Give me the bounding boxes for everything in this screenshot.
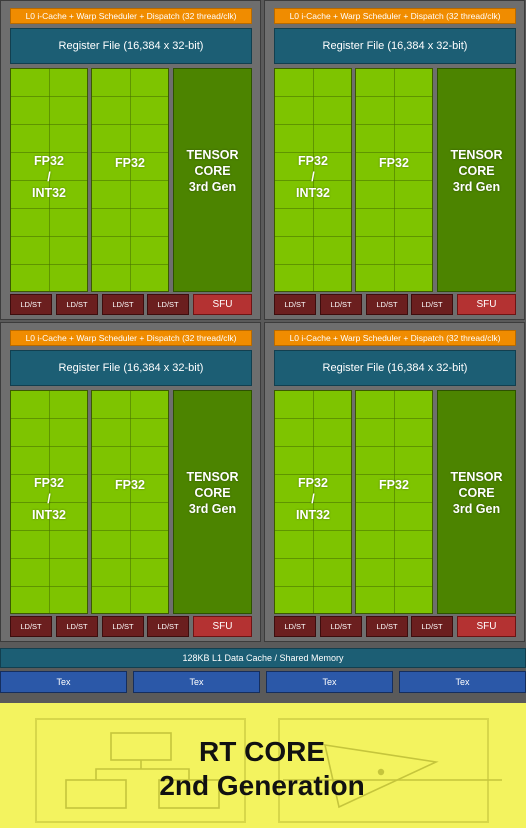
gen-label: 3rd Gen (452, 180, 501, 194)
l1-data-cache-shared-memory: 128KB L1 Data Cache / Shared Memory (0, 648, 526, 668)
ldst-unit: LD/ST (102, 294, 144, 315)
ldst-unit: LD/ST (102, 616, 144, 637)
core-label: CORE (194, 486, 231, 500)
gen-label: 3rd Gen (188, 502, 237, 516)
ldst-unit: LD/ST (366, 294, 408, 315)
fp32-block: FP32 (91, 390, 169, 614)
fp32-int32-label-slash: / (311, 492, 315, 506)
rt-core-title: RT CORE (199, 736, 325, 767)
fp32-int32-label-int32: INT32 (295, 508, 331, 522)
fp32-block: FP32 (355, 390, 433, 614)
core-label: CORE (194, 164, 231, 178)
ldst-unit: LD/ST (10, 294, 52, 315)
ldst-unit: LD/ST (274, 616, 316, 637)
fp32-label: FP32 (379, 478, 409, 492)
ldst-unit: LD/ST (320, 616, 362, 637)
fp32-int32-label-slash: / (47, 492, 51, 506)
tex-unit-0: Tex (0, 671, 127, 693)
fp32-int32-label-int32: INT32 (295, 186, 331, 200)
fp32-int32-label-int32: INT32 (31, 186, 67, 200)
register-file: Register File (16,384 x 32-bit) (10, 350, 252, 386)
fp32-int32-label-slash: / (311, 170, 315, 184)
l0-icache-warp-scheduler: L0 i-Cache + Warp Scheduler + Dispatch (… (274, 330, 516, 346)
triangle-shape (323, 744, 439, 809)
ldst-unit: LD/ST (411, 294, 453, 315)
fp32-block: FP32 (355, 68, 433, 292)
fp32-int32-label-fp32: FP32 (34, 476, 64, 490)
tensor-label: TENSOR (450, 148, 503, 162)
tensor-label: TENSOR (186, 148, 239, 162)
gen-label: 3rd Gen (188, 180, 237, 194)
ldst-unit: LD/ST (10, 616, 52, 637)
fp32-int32-block: FP32 / INT32 (10, 68, 88, 292)
ldst-unit: LD/ST (147, 294, 189, 315)
sm-partition-3: L0 i-Cache + Warp Scheduler + Dispatch (… (264, 322, 525, 642)
register-file: Register File (16,384 x 32-bit) (10, 28, 252, 64)
tensor-core-block: TENSOR CORE 3rd Gen (437, 68, 516, 292)
register-file: Register File (16,384 x 32-bit) (274, 28, 516, 64)
ldst-unit: LD/ST (366, 616, 408, 637)
fp32-label: FP32 (115, 156, 145, 170)
sfu-unit: SFU (457, 294, 516, 315)
core-label: CORE (458, 164, 495, 178)
fp32-int32-label-int32: INT32 (31, 508, 67, 522)
register-file: Register File (16,384 x 32-bit) (274, 350, 516, 386)
tex-unit-1: Tex (133, 671, 260, 693)
fp32-int32-block: FP32 / INT32 (274, 68, 352, 292)
fp32-int32-label-slash: / (47, 170, 51, 184)
fp32-label: FP32 (115, 478, 145, 492)
ldst-unit: LD/ST (56, 616, 98, 637)
fp32-int32-label-fp32: FP32 (298, 476, 328, 490)
rt-core-decoration (35, 718, 502, 823)
tensor-label: TENSOR (186, 470, 239, 484)
rt-core-generation: 2nd Generation (159, 770, 365, 801)
sfu-unit: SFU (457, 616, 516, 637)
ldst-unit: LD/ST (320, 294, 362, 315)
tensor-core-block: TENSOR CORE 3rd Gen (173, 68, 252, 292)
ldst-unit: LD/ST (147, 616, 189, 637)
tensor-core-block: TENSOR CORE 3rd Gen (437, 390, 516, 614)
tex-unit-3: Tex (399, 671, 526, 693)
fp32-int32-block: FP32 / INT32 (10, 390, 88, 614)
l0-icache-warp-scheduler: L0 i-Cache + Warp Scheduler + Dispatch (… (10, 330, 252, 346)
gen-label: 3rd Gen (452, 502, 501, 516)
core-label: CORE (458, 486, 495, 500)
sm-partition-1: L0 i-Cache + Warp Scheduler + Dispatch (… (264, 0, 525, 320)
fp32-block: FP32 (91, 68, 169, 292)
rt-core-block: RT CORE 2nd Generation (0, 703, 526, 828)
fp32-int32-label-fp32: FP32 (298, 154, 328, 168)
fp32-int32-label-fp32: FP32 (34, 154, 64, 168)
fp32-label: FP32 (379, 156, 409, 170)
sfu-unit: SFU (193, 294, 252, 315)
sm-partition-0: L0 i-Cache + Warp Scheduler + Dispatch (… (0, 0, 261, 320)
tensor-core-block: TENSOR CORE 3rd Gen (173, 390, 252, 614)
tex-unit-2: Tex (266, 671, 393, 693)
tensor-label: TENSOR (450, 470, 503, 484)
ldst-unit: LD/ST (56, 294, 98, 315)
fp32-int32-block: FP32 / INT32 (274, 390, 352, 614)
l0-icache-warp-scheduler: L0 i-Cache + Warp Scheduler + Dispatch (… (10, 8, 252, 24)
l0-icache-warp-scheduler: L0 i-Cache + Warp Scheduler + Dispatch (… (274, 8, 516, 24)
sfu-unit: SFU (193, 616, 252, 637)
sm-partition-2: L0 i-Cache + Warp Scheduler + Dispatch (… (0, 322, 261, 642)
ldst-unit: LD/ST (411, 616, 453, 637)
tree-node-left (65, 779, 127, 809)
ldst-unit: LD/ST (274, 294, 316, 315)
